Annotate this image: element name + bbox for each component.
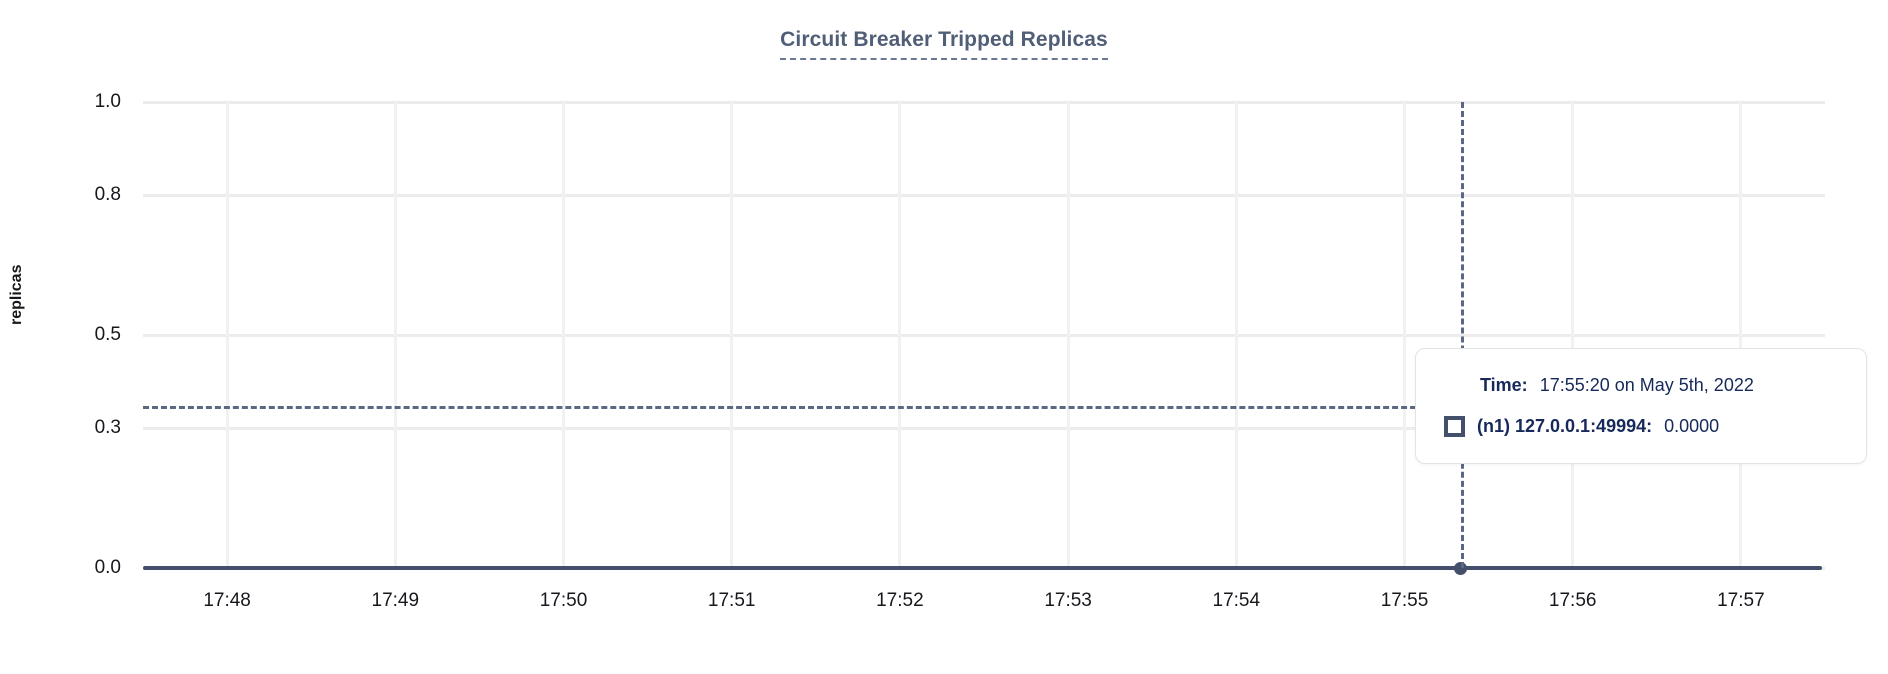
square-outline-icon [1444, 416, 1465, 437]
chart-title-container: Circuit Breaker Tripped Replicas [0, 28, 1888, 60]
gridline-vertical [1739, 102, 1743, 568]
x-axis-tick-label: 17:55 [1380, 590, 1429, 611]
gridline-horizontal [143, 100, 1825, 104]
x-axis-tick-label: 17:51 [707, 590, 756, 611]
y-axis-tick-label: 1.0 [94, 91, 121, 112]
gridline-vertical [1234, 102, 1238, 568]
y-axis-tick-label: 0.0 [94, 557, 121, 578]
gridline-vertical [562, 102, 565, 568]
x-axis-tick-label: 17:49 [371, 590, 420, 611]
series-highlight-point[interactable] [1454, 561, 1468, 575]
series-line-n1 [143, 566, 1822, 570]
gridline-vertical [1066, 102, 1070, 568]
gridline-horizontal [143, 333, 1825, 337]
y-axis-tick-label: 0.8 [94, 184, 121, 206]
x-axis-tick-label: 17:54 [1212, 590, 1261, 611]
gridline-vertical [1403, 102, 1406, 568]
gridline-vertical [730, 102, 734, 568]
gridline-vertical [225, 102, 229, 568]
x-axis-tick-label: 17:52 [876, 590, 924, 611]
tooltip-time-value: 17:55:20 on May 5th, 2022 [1539, 375, 1754, 395]
page-title: Circuit Breaker Tripped Replicas [780, 28, 1108, 60]
chart-tooltip: Time: 17:55:20 on May 5th, 2022 (n1) 127… [1415, 348, 1867, 464]
tooltip-series-row: (n1) 127.0.0.1:49994: 0.0000 [1444, 416, 1838, 437]
x-axis-tick-label: 17:56 [1548, 590, 1597, 611]
x-axis-tick-label: 17:48 [203, 590, 251, 611]
gridline-horizontal [143, 193, 1825, 197]
crosshair-vertical [1460, 102, 1464, 568]
y-axis-tick-label: 0.5 [94, 324, 121, 345]
gridline-vertical [898, 102, 902, 568]
y-axis-title: replicas [8, 264, 25, 325]
gridline-vertical [1571, 102, 1575, 568]
gridline-horizontal [143, 426, 1825, 430]
x-axis-tick-label: 17:57 [1717, 590, 1765, 611]
tooltip-time-row: Time: 17:55:20 on May 5th, 2022 [1444, 375, 1838, 396]
tooltip-series-value: 0.0000 [1664, 416, 1720, 436]
plot-area[interactable] [143, 100, 1825, 575]
x-axis-tick-label: 17:53 [1044, 590, 1092, 611]
x-axis-tick-label: 17:50 [539, 590, 588, 611]
gridline-vertical [393, 102, 397, 568]
tooltip-time-label: Time: [1480, 375, 1528, 395]
y-axis-tick-label: 0.3 [94, 417, 121, 439]
crosshair-horizontal [143, 406, 1461, 409]
tooltip-series-label: (n1) 127.0.0.1:49994: [1477, 416, 1653, 436]
